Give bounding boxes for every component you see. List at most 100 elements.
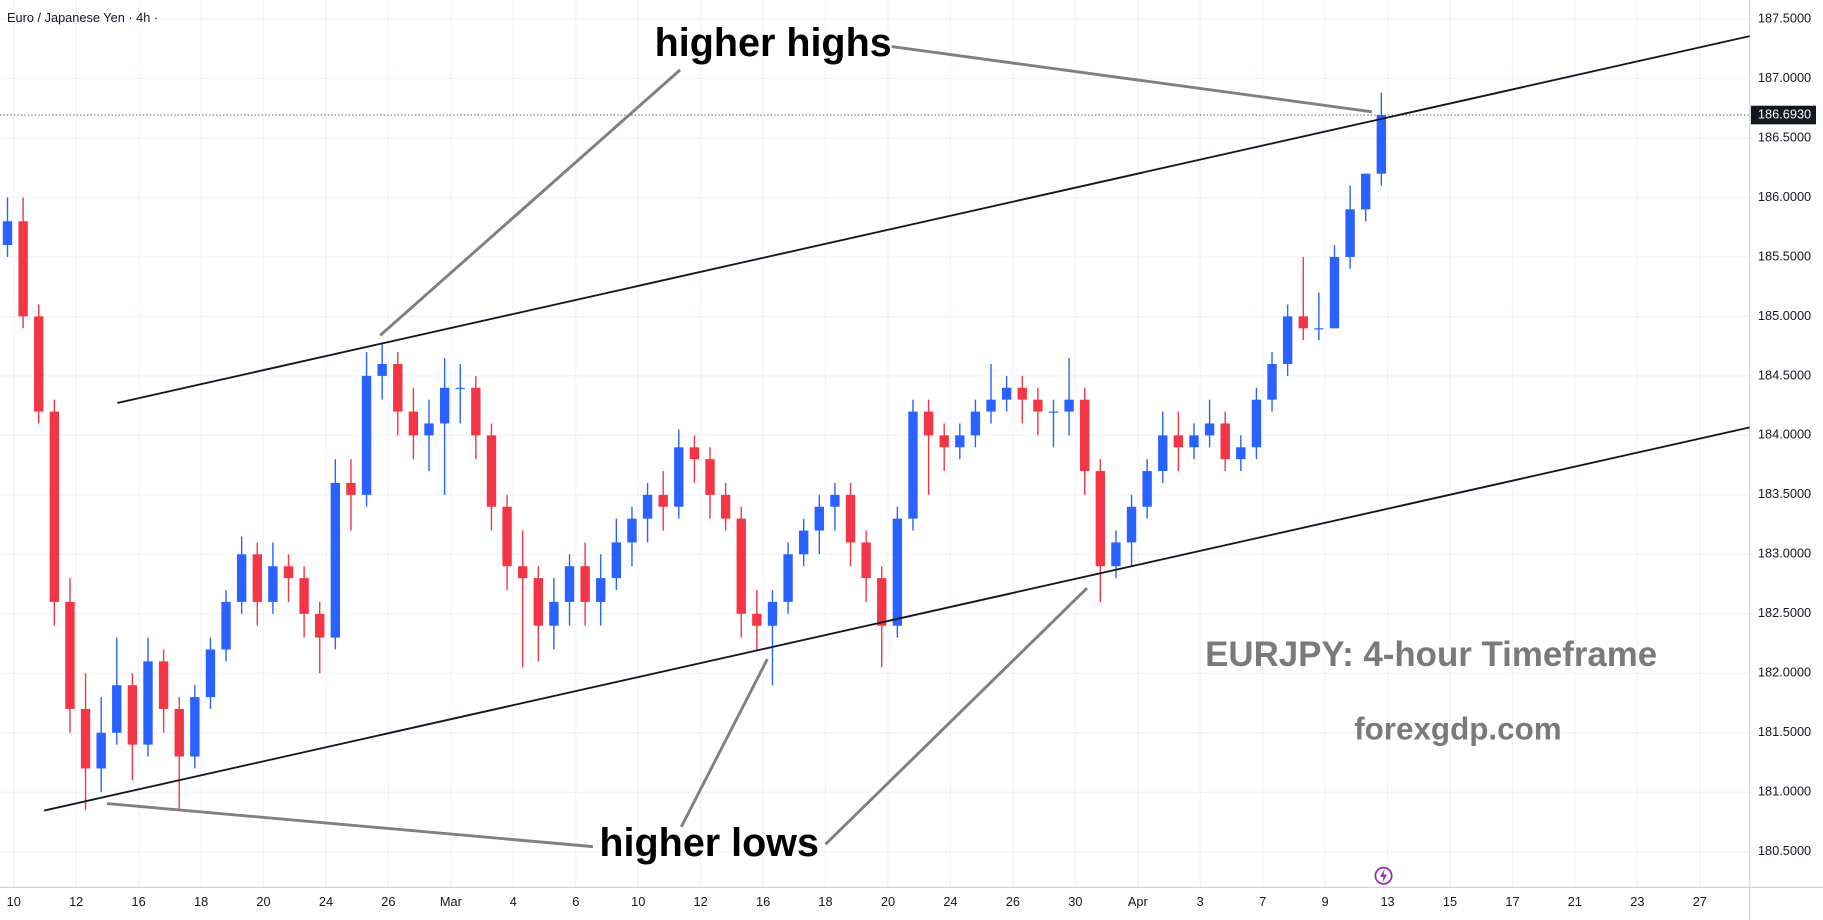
x-tick-label: 15 [1443,894,1457,909]
x-tick-label: 24 [319,894,333,909]
candle-body [1204,423,1215,436]
y-tick-label: 182.0000 [1758,665,1811,680]
x-tick-label: 23 [1630,894,1644,909]
candle-body [424,423,434,436]
x-tick-label: Apr [1128,894,1149,909]
candle-body [752,613,762,626]
candle-body [564,566,575,602]
x-tick-label: 17 [1505,894,1519,909]
candle-body [830,494,840,507]
candle-body [1329,256,1340,329]
candle-body [596,578,606,602]
candle-body [767,601,778,626]
x-tick-label: 6 [572,894,579,909]
candle-body [783,554,793,602]
x-tick-label: 9 [1322,894,1329,909]
x-tick-label: 18 [818,894,832,909]
candle-body [1361,173,1371,210]
candle-body [970,411,981,436]
candle-body [533,578,543,626]
y-tick-label: 183.5000 [1758,486,1811,501]
candle-body [1001,387,1012,400]
event-icon[interactable] [1374,866,1393,885]
candle-body [502,506,512,567]
candle-body [580,566,590,602]
candle-body [1064,399,1074,412]
candle-body [236,554,247,602]
candle-body [1376,115,1387,174]
y-tick-label: 185.5000 [1758,248,1811,263]
y-tick-label: 182.5000 [1758,605,1811,620]
x-tick-label: 30 [1068,894,1082,909]
candle-body [1220,423,1230,460]
pointer [106,802,594,849]
y-tick-label: 185.0000 [1758,308,1811,323]
candle-body [49,411,60,602]
pointer [379,68,682,337]
candle-body [408,411,419,436]
candle-body [986,399,996,412]
y-tick-label: 181.5000 [1758,724,1811,739]
x-tick-label: 16 [132,894,146,909]
candle-body [393,363,403,412]
candle-body [799,530,809,555]
candle-body [1111,542,1121,567]
candle-body [1251,399,1262,448]
candle-body [877,578,887,626]
candle-body [705,459,715,495]
candle-body [674,447,684,507]
candle-body [112,685,122,733]
pointer-lines [106,45,1373,849]
candle-body [299,578,309,614]
y-tick-label: 181.0000 [1758,784,1811,799]
candle-body [1017,387,1027,400]
candle-body [439,387,450,424]
x-tick-label: 26 [1006,894,1020,909]
last-price-box [1750,105,1817,125]
candle-body [127,685,138,745]
caption: EURJPY: 4-hour Timeframe [1205,635,1657,674]
candle-body [96,732,106,769]
candle-body [1189,435,1199,448]
x-tick-label: 10 [631,894,645,909]
candle-body [1267,363,1277,400]
candle-body [814,506,824,531]
candle-body [283,566,294,579]
candle-body [1095,471,1105,567]
x-tick-label: 18 [194,894,208,909]
annotation: higher highs [655,21,892,65]
candle-body [642,494,653,519]
candle-body [268,566,278,602]
candle-body [346,482,356,495]
candle-body [845,494,856,543]
candle-body [1080,399,1090,472]
candle-body [908,411,918,519]
x-tick-label: 20 [881,894,895,909]
candle-body [892,518,903,626]
candle-body [923,411,934,436]
pointer [891,45,1373,114]
annotation: higher lows [599,821,819,865]
candle-body [18,221,28,317]
candle-body [80,708,91,769]
x-tick-label: 12 [69,894,83,909]
x-tick-label: 27 [1693,894,1707,909]
y-tick-label: 186.5000 [1758,129,1811,144]
x-tick-label: 21 [1568,894,1582,909]
y-tick-label: 183.0000 [1758,546,1811,561]
candle-body [720,494,731,519]
y-tick-label: 187.0000 [1758,70,1811,85]
candle-body [517,566,528,579]
candle-body [34,316,44,412]
candle-body [1314,328,1324,330]
pointer [680,658,769,828]
x-tick-label: 4 [510,894,517,909]
x-tick-label: 26 [381,894,395,909]
watermark: forexgdp.com [1354,712,1561,747]
candle-body [611,542,622,579]
candle-body [1126,506,1137,543]
candle-body [205,649,216,698]
last-price-label: 186.6930 [1758,106,1811,121]
x-tick-label: 16 [756,894,770,909]
